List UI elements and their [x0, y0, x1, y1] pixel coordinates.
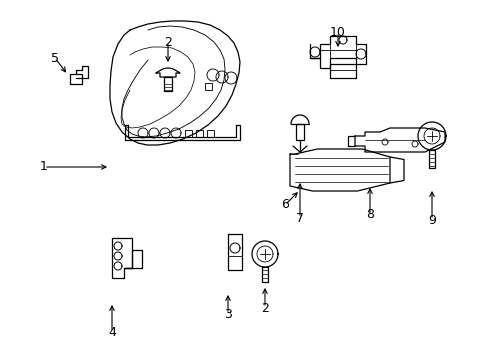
Text: 2: 2 [164, 36, 172, 49]
Text: 8: 8 [365, 208, 373, 221]
Text: 1: 1 [40, 161, 48, 174]
Bar [206, 130, 214, 137]
Bar [196, 130, 203, 137]
Text: 6: 6 [281, 198, 288, 211]
Bar [204, 83, 212, 90]
Text: 9: 9 [427, 213, 435, 226]
Text: 3: 3 [224, 307, 231, 320]
Text: 2: 2 [261, 302, 268, 315]
Text: 4: 4 [108, 325, 116, 338]
Bar [184, 130, 192, 137]
Text: 7: 7 [295, 211, 304, 225]
Text: 10: 10 [329, 26, 345, 39]
Text: 5: 5 [51, 51, 59, 64]
